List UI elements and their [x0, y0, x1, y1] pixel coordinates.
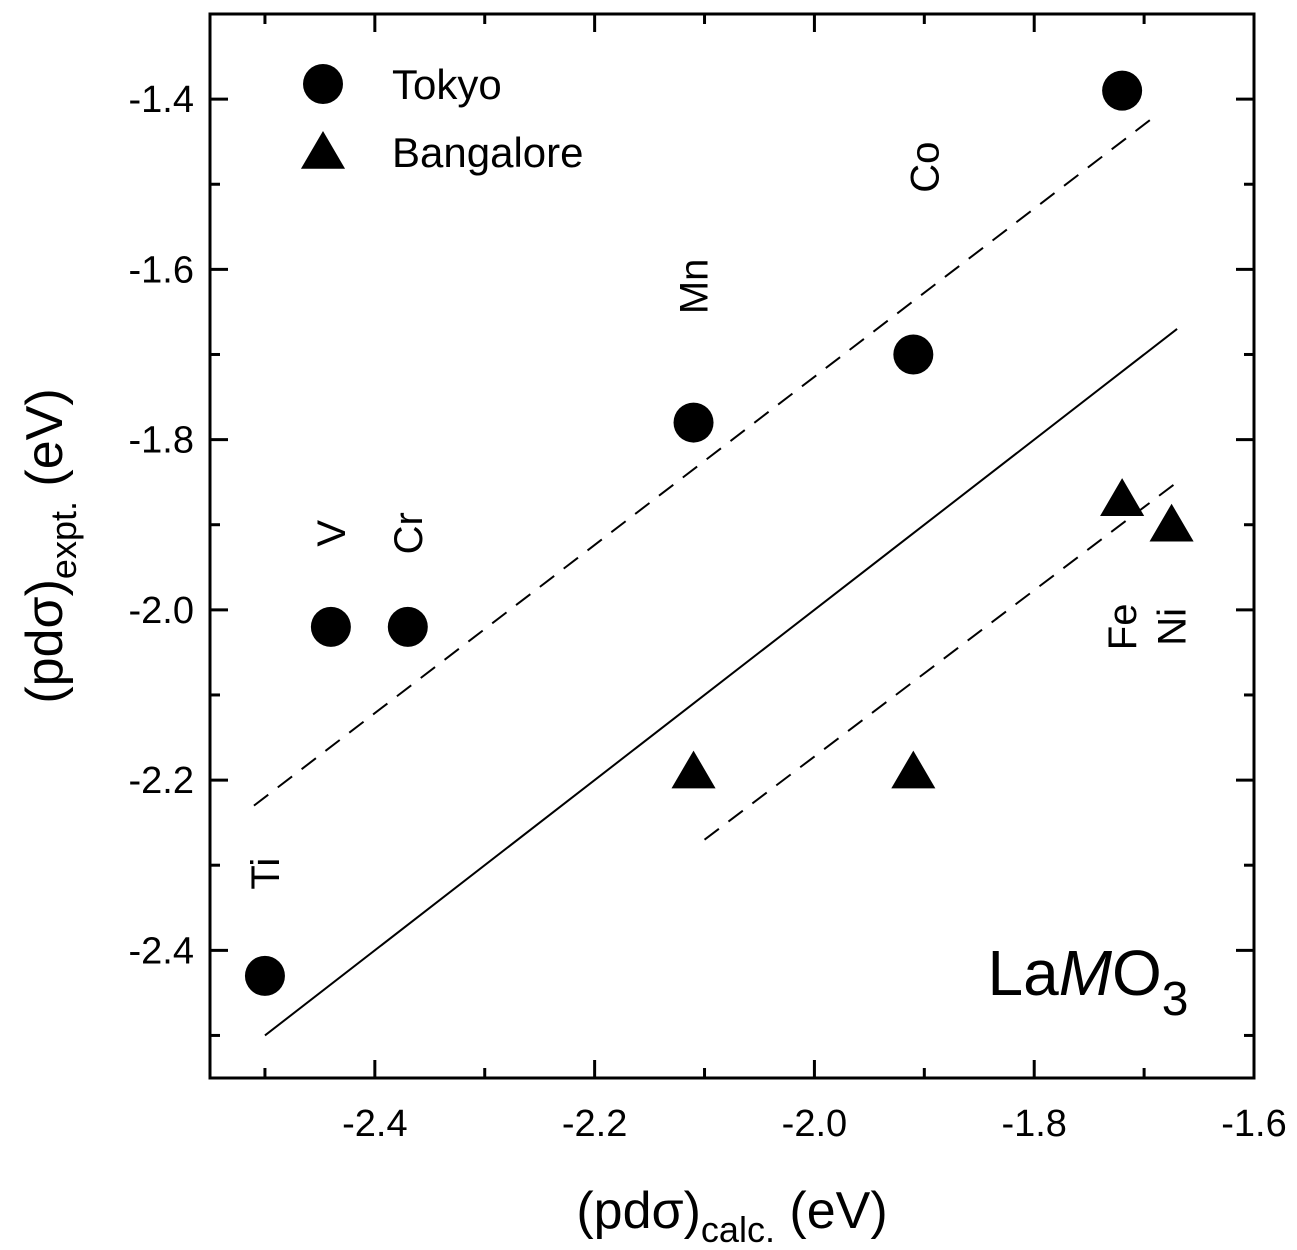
axis-ticks	[210, 14, 1256, 1078]
bangalore-point	[1149, 503, 1194, 542]
solid-fit-line	[264, 328, 1178, 1037]
legend-label-bangalore: Bangalore	[392, 129, 583, 176]
x-tick-label: -2.2	[562, 1103, 627, 1145]
y-axis-title-sub: expt.	[43, 501, 84, 579]
x-tick-label: -1.6	[1221, 1103, 1286, 1145]
element-label-ti: Ti	[244, 858, 288, 890]
y-axis-title: (pdσ)expt. (eV)	[16, 388, 84, 703]
x-tick-label: -2.0	[782, 1103, 847, 1145]
tokyo-point	[673, 402, 714, 443]
annotation-italic: M	[1059, 937, 1113, 1009]
element-label-v: V	[310, 520, 354, 547]
y-axis-title-main: (pdσ)	[16, 579, 74, 704]
tokyo-point	[387, 606, 428, 647]
tick-labels: -2.4 -2.2 -2.0 -1.8 -1.6 -2.4 -2.2 -2.0 -1.8 -1.6…	[129, 79, 1287, 1145]
legend-label-tokyo: Tokyo	[392, 61, 502, 108]
x-axis-title-sub: calc.	[701, 1209, 775, 1250]
element-labels: Ti V Cr Mn Co Fe Ni	[244, 142, 1195, 890]
tokyo-point	[893, 334, 934, 375]
y-tick-label: -1.6	[129, 249, 194, 291]
bangalore-point	[891, 750, 936, 789]
tokyo-point	[310, 606, 351, 647]
annotation-sub: 3	[1162, 973, 1189, 1026]
x-axis-title-tail: (eV)	[775, 1182, 888, 1240]
legend-marker-tokyo	[303, 64, 343, 104]
annotation-mid: O	[1112, 937, 1162, 1009]
x-axis-title-main: (pdσ)	[576, 1182, 701, 1240]
element-label-mn: Mn	[673, 259, 717, 315]
element-label-ni: Ni	[1151, 608, 1195, 646]
y-tick-label: -1.8	[129, 420, 194, 462]
tokyo-point	[244, 955, 285, 996]
bangalore-point	[1100, 478, 1145, 516]
annotation-prefix: La	[988, 937, 1060, 1009]
dashed-fit-line	[703, 481, 1178, 841]
legend-marker-bangalore	[300, 131, 346, 169]
x-tick-label: -1.8	[1001, 1103, 1066, 1145]
data-markers	[244, 70, 1194, 996]
tokyo-point	[1102, 70, 1143, 111]
bangalore-point	[671, 750, 716, 789]
y-axis-title-tail: (eV)	[16, 388, 74, 501]
dashed-fit-line	[253, 115, 1156, 807]
x-tick-label: -2.4	[342, 1103, 407, 1145]
element-label-cr: Cr	[387, 512, 431, 554]
y-tick-label: -2.0	[129, 590, 194, 632]
element-label-fe: Fe	[1101, 604, 1145, 651]
y-tick-label: -1.4	[129, 79, 194, 121]
x-axis-title: (pdσ)calc. (eV)	[576, 1182, 887, 1250]
y-tick-label: -2.4	[129, 930, 194, 972]
element-label-co: Co	[903, 142, 947, 193]
plot-frame	[208, 12, 1256, 1080]
fit-lines	[253, 115, 1178, 1037]
legend: Tokyo Bangalore	[300, 61, 583, 176]
y-tick-label: -2.2	[129, 760, 194, 802]
compound-annotation: LaMO3	[988, 937, 1189, 1026]
